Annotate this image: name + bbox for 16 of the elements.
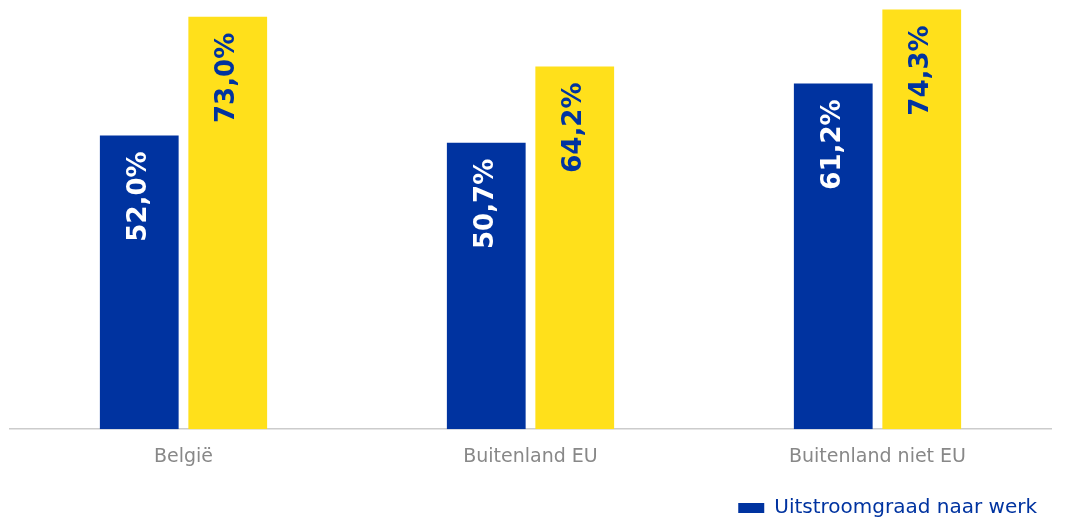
data-label: 74,3% — [904, 25, 935, 116]
data-label: 52,0% — [122, 151, 153, 242]
bar — [793, 83, 873, 430]
x-tick-label: België — [153, 443, 214, 466]
data-label: 50,7% — [469, 158, 500, 249]
legend-label: Uitstroomgraad naar werk — [774, 494, 1038, 519]
bar — [446, 142, 526, 430]
x-tick-label: Buitenland EU — [463, 443, 598, 466]
bar — [882, 9, 962, 430]
bar — [535, 66, 615, 430]
data-label: 64,2% — [557, 82, 588, 173]
x-tick-label: Buitenland niet EU — [788, 443, 967, 466]
data-label: 61,2% — [816, 99, 847, 190]
bar — [188, 16, 268, 430]
bar — [99, 135, 179, 430]
data-label: 73,0% — [210, 32, 241, 123]
